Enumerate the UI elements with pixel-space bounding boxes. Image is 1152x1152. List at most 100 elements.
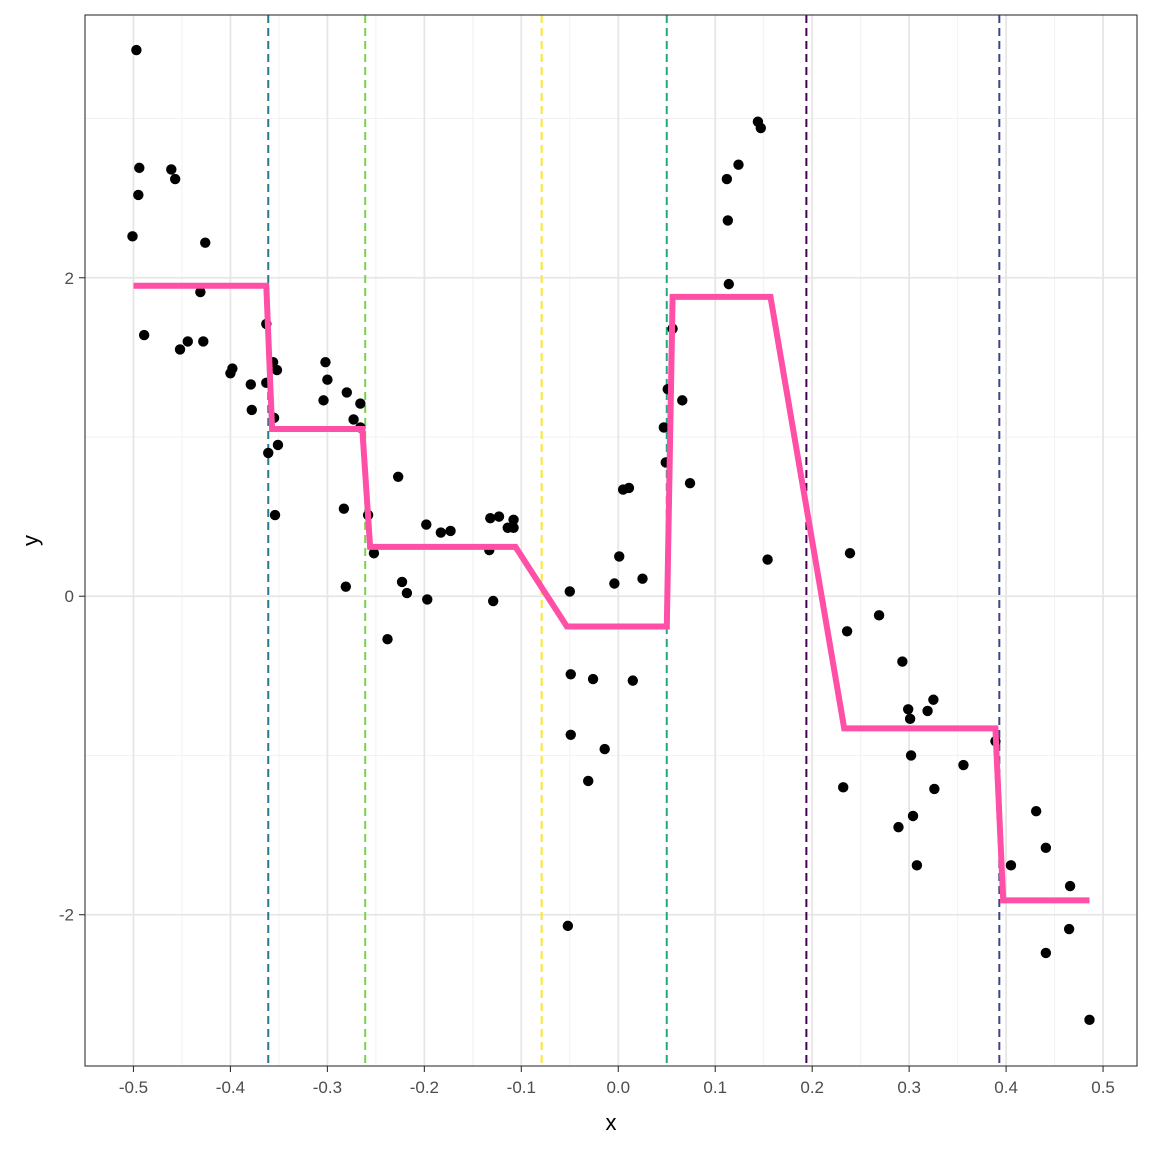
x-tick-label: 0.2: [800, 1078, 824, 1097]
data-point: [1030, 806, 1042, 817]
data-point: [340, 581, 352, 592]
x-tick-label: 0.3: [897, 1078, 921, 1097]
y-tick-label: 2: [65, 269, 74, 288]
data-point: [485, 513, 496, 524]
data-point: [928, 694, 939, 705]
data-point: [195, 286, 206, 298]
data-point: [587, 673, 599, 685]
data-point: [762, 554, 773, 565]
data-point: [318, 395, 329, 406]
data-point: [1063, 923, 1075, 935]
data-point: [922, 705, 933, 717]
data-point: [138, 329, 150, 341]
data-point: [355, 398, 366, 409]
x-tick-label: -0.1: [507, 1078, 536, 1097]
data-point: [844, 548, 856, 559]
data-point: [131, 44, 142, 56]
data-point: [565, 729, 576, 740]
x-tick-label: 0.0: [606, 1078, 630, 1097]
data-point: [338, 503, 350, 514]
data-point: [348, 414, 359, 425]
data-point: [677, 395, 688, 406]
data-point: [902, 704, 914, 715]
data-point: [382, 634, 393, 645]
data-point: [929, 783, 940, 795]
x-tick-label: -0.5: [119, 1078, 148, 1097]
data-point: [169, 173, 181, 185]
data-point: [133, 189, 144, 201]
data-point: [904, 713, 916, 725]
data-point: [893, 821, 904, 833]
data-point: [599, 743, 610, 755]
data-point: [487, 595, 499, 607]
data-point: [609, 578, 620, 589]
data-point: [614, 551, 625, 562]
data-point: [392, 471, 404, 483]
data-point: [873, 610, 885, 621]
data-point: [562, 920, 574, 932]
y-tick-label: -2: [59, 906, 74, 925]
data-point: [508, 514, 519, 525]
data-point: [722, 215, 734, 226]
data-point: [1040, 947, 1052, 959]
data-point: [684, 477, 696, 489]
data-point: [1064, 880, 1076, 892]
x-tick-label: 0.5: [1091, 1078, 1115, 1097]
minor-gridlines: [85, 15, 1137, 1066]
panel-border: [84, 14, 1138, 1067]
data-point: [721, 173, 733, 185]
data-point: [368, 548, 380, 559]
data-point: [174, 344, 186, 355]
data-point: [272, 439, 284, 451]
data-point: [401, 587, 413, 599]
scatter-points: [127, 44, 1095, 1026]
data-point: [322, 374, 333, 385]
data-point: [320, 356, 331, 368]
major-gridlines: [85, 15, 1137, 1066]
x-tick-label: 0.1: [703, 1078, 727, 1097]
data-point: [838, 782, 849, 793]
data-point: [271, 364, 283, 376]
y-axis-title: y: [18, 535, 43, 546]
data-point: [245, 379, 256, 390]
data-point: [755, 122, 767, 134]
x-tick-label: -0.4: [216, 1078, 245, 1097]
data-point: [565, 669, 576, 680]
data-point: [198, 336, 209, 347]
data-point: [658, 422, 670, 433]
data-point: [435, 527, 447, 538]
x-tick-label: -0.3: [313, 1078, 342, 1097]
data-point: [1084, 1014, 1095, 1026]
data-point: [841, 626, 853, 637]
data-point: [508, 522, 519, 533]
data-point: [958, 759, 969, 771]
data-point: [422, 594, 433, 605]
x-tick-label: -0.2: [410, 1078, 439, 1097]
y-tick-label: 0: [65, 587, 74, 606]
data-point: [396, 576, 408, 588]
x-axis-title: x: [606, 1110, 617, 1135]
data-point: [225, 368, 236, 379]
data-point: [269, 509, 281, 521]
data-point: [905, 750, 917, 761]
data-point: [200, 237, 211, 248]
data-point: [341, 387, 352, 398]
data-point: [127, 231, 138, 242]
x-tick-label: 0.4: [994, 1078, 1018, 1097]
data-point: [493, 511, 505, 522]
data-point: [263, 447, 274, 459]
fit-line-group: [133, 282, 1090, 904]
data-point: [623, 482, 635, 494]
data-point: [445, 525, 456, 537]
data-point: [1005, 860, 1017, 871]
axis-ticks: [79, 277, 1104, 1072]
data-point: [421, 519, 432, 530]
data-point: [637, 573, 648, 584]
data-point: [564, 586, 575, 597]
data-point: [897, 656, 908, 667]
data-point: [583, 775, 594, 787]
data-point: [911, 860, 923, 871]
tick-labels: -0.5 -0.4 -0.3 -0.2 -0.1 0.0 0.1 0.2 0.3 0.4 0.5 -2…: [59, 269, 1115, 1097]
